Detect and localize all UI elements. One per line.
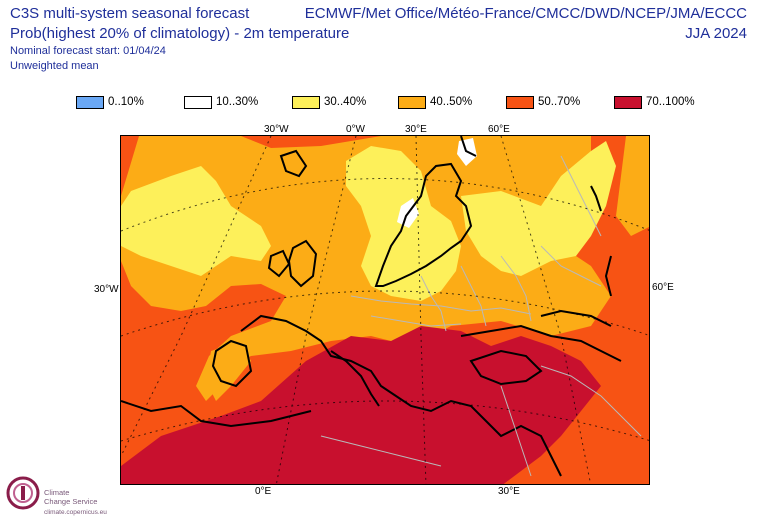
lon-label-bottom: 0°E [255,486,272,497]
map-title: C3S multi-system seasonal forecast [10,5,250,22]
legend-label: 40..50% [430,96,473,108]
lon-label-left: 30°W [94,284,119,295]
lon-label-top: 0°W [346,124,365,135]
graticule [121,136,649,484]
lon-label-top: 30°E [405,124,427,135]
title-block: C3S multi-system seasonal forecast Prob(… [10,4,349,74]
legend-item: 70..100% [614,95,695,109]
lon-label-bottom: 30°E [498,486,520,497]
centres-list: ECMWF/Met Office/Météo-France/CMCC/DWD/N… [304,5,747,22]
legend-label: 30..40% [324,96,367,108]
legend-item: 50..70% [506,95,580,109]
probability-map [120,135,650,485]
legend-swatch [614,95,642,109]
field-40-50 [616,136,649,236]
map-subtitle: Prob(highest 20% of climatology) - 2m te… [10,25,350,42]
legend-label: 0..10% [108,96,144,108]
logo-text: Climate Change Service [44,488,97,506]
legend-item: 10..30% [184,95,258,109]
field-30-40 [121,166,271,276]
legend: 0..10% 10..30% 30..40% 40..50% 50..70% 7… [0,95,761,111]
weighting-note: Unweighted mean [10,60,99,72]
legend-swatch [184,95,212,109]
field-70-100 [121,326,601,484]
logo-name-line2: Change Service [44,497,98,506]
lon-label-top: 30°W [264,124,289,135]
logo-url: climate.copernicus.eu [44,509,107,516]
title-right-block: ECMWF/Met Office/Météo-France/CMCC/DWD/N… [305,4,747,44]
lon-label-right: 60°E [652,282,674,293]
legend-swatch [506,95,534,109]
legend-item: 0..10% [76,95,144,109]
legend-swatch [398,95,426,109]
legend-swatch [292,95,320,109]
coastlines [121,136,622,477]
lon-label-top: 60°E [488,124,510,135]
map-canvas [121,136,649,484]
field-40-50 [206,341,251,401]
forecast-start: Nominal forecast start: 01/04/24 [10,45,166,57]
legend-swatch [76,95,104,109]
legend-item: 40..50% [398,95,472,109]
field-30-40 [461,141,616,276]
country-borders [320,155,642,477]
logo-name-line1: Climate [44,488,70,497]
legend-label: 10..30% [216,96,259,108]
c3s-logo-icon [6,476,40,510]
season-label: JJA 2024 [685,25,747,42]
legend-label: 70..100% [646,96,695,108]
legend-item: 30..40% [292,95,366,109]
copernicus-logo: Climate Change Service climate.copernicu… [6,476,126,520]
legend-label: 50..70% [538,96,581,108]
field-30-40 [516,231,561,261]
